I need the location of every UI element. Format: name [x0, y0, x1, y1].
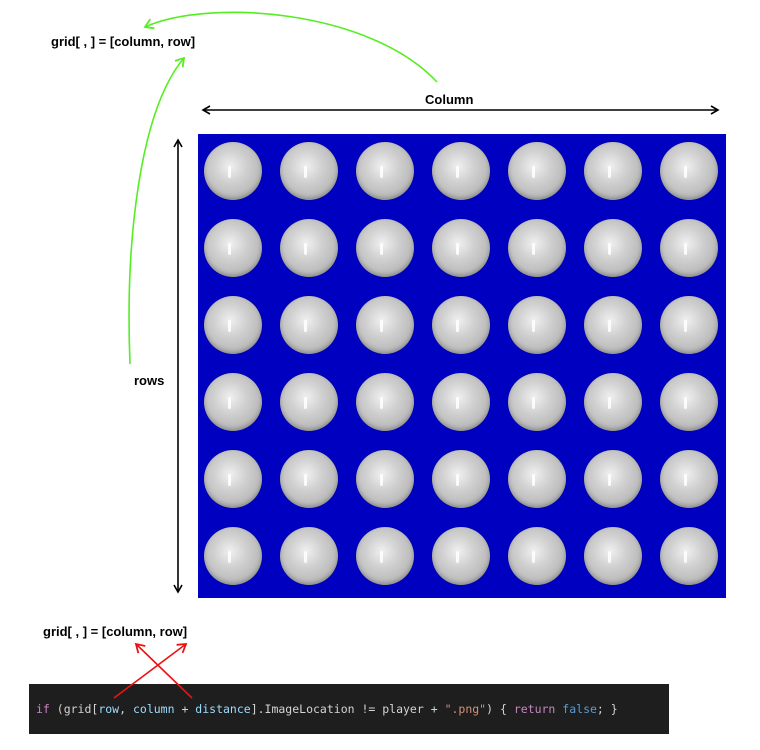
board-disc [432, 142, 490, 200]
code-token: (grid[ [49, 702, 99, 716]
game-board [198, 134, 726, 598]
board-disc [584, 450, 642, 508]
board-disc [660, 219, 718, 277]
code-token: if [36, 702, 50, 716]
board-disc [660, 373, 718, 431]
board-disc [280, 450, 338, 508]
board-disc [204, 373, 262, 431]
code-token: row [98, 702, 120, 716]
board-disc [660, 142, 718, 200]
board-disc [660, 527, 718, 585]
board-disc [204, 296, 262, 354]
code-token: ) { [486, 702, 514, 716]
code-token: return [513, 702, 556, 716]
board-disc [660, 296, 718, 354]
board-disc [356, 142, 414, 200]
board-disc [508, 373, 566, 431]
board-disc [280, 296, 338, 354]
board-disc [508, 450, 566, 508]
board-disc [280, 142, 338, 200]
code-token: ; } [596, 702, 618, 716]
code-token: distance [195, 702, 251, 716]
green-arrow-rows [128, 56, 186, 365]
board-disc [432, 373, 490, 431]
board-disc [584, 219, 642, 277]
board-disc [356, 450, 414, 508]
board-disc [584, 373, 642, 431]
board-disc [432, 296, 490, 354]
board-disc [356, 373, 414, 431]
code-snippet: if (grid[row, column + distance].ImageLo… [29, 684, 669, 734]
board-disc [508, 527, 566, 585]
board-disc [432, 219, 490, 277]
board-disc [204, 219, 262, 277]
board-disc [660, 450, 718, 508]
board-disc [584, 527, 642, 585]
board-disc [432, 527, 490, 585]
rows-axis-label: rows [134, 373, 165, 388]
board-disc [204, 142, 262, 200]
board-disc [432, 450, 490, 508]
board-disc [356, 527, 414, 585]
code-token: column [132, 702, 175, 716]
board-disc [356, 219, 414, 277]
code-token: ].ImageLocation != player + [250, 702, 445, 716]
code-token: ".png" [444, 702, 487, 716]
board-disc [280, 527, 338, 585]
board-disc [584, 296, 642, 354]
code-token: , [119, 702, 133, 716]
board-disc [356, 296, 414, 354]
board-disc [280, 219, 338, 277]
board-disc [280, 373, 338, 431]
column-axis-label: Column [425, 92, 474, 107]
board-disc [508, 142, 566, 200]
code-token: false [562, 702, 597, 716]
board-disc [584, 142, 642, 200]
board-disc [204, 450, 262, 508]
bottom-formula-label: grid[ , ] = [column, row] [43, 624, 188, 639]
board-disc [508, 219, 566, 277]
top-formula-label: grid[ , ] = [column, row] [51, 34, 196, 49]
code-token: + [174, 702, 196, 716]
board-disc [508, 296, 566, 354]
board-disc [204, 527, 262, 585]
